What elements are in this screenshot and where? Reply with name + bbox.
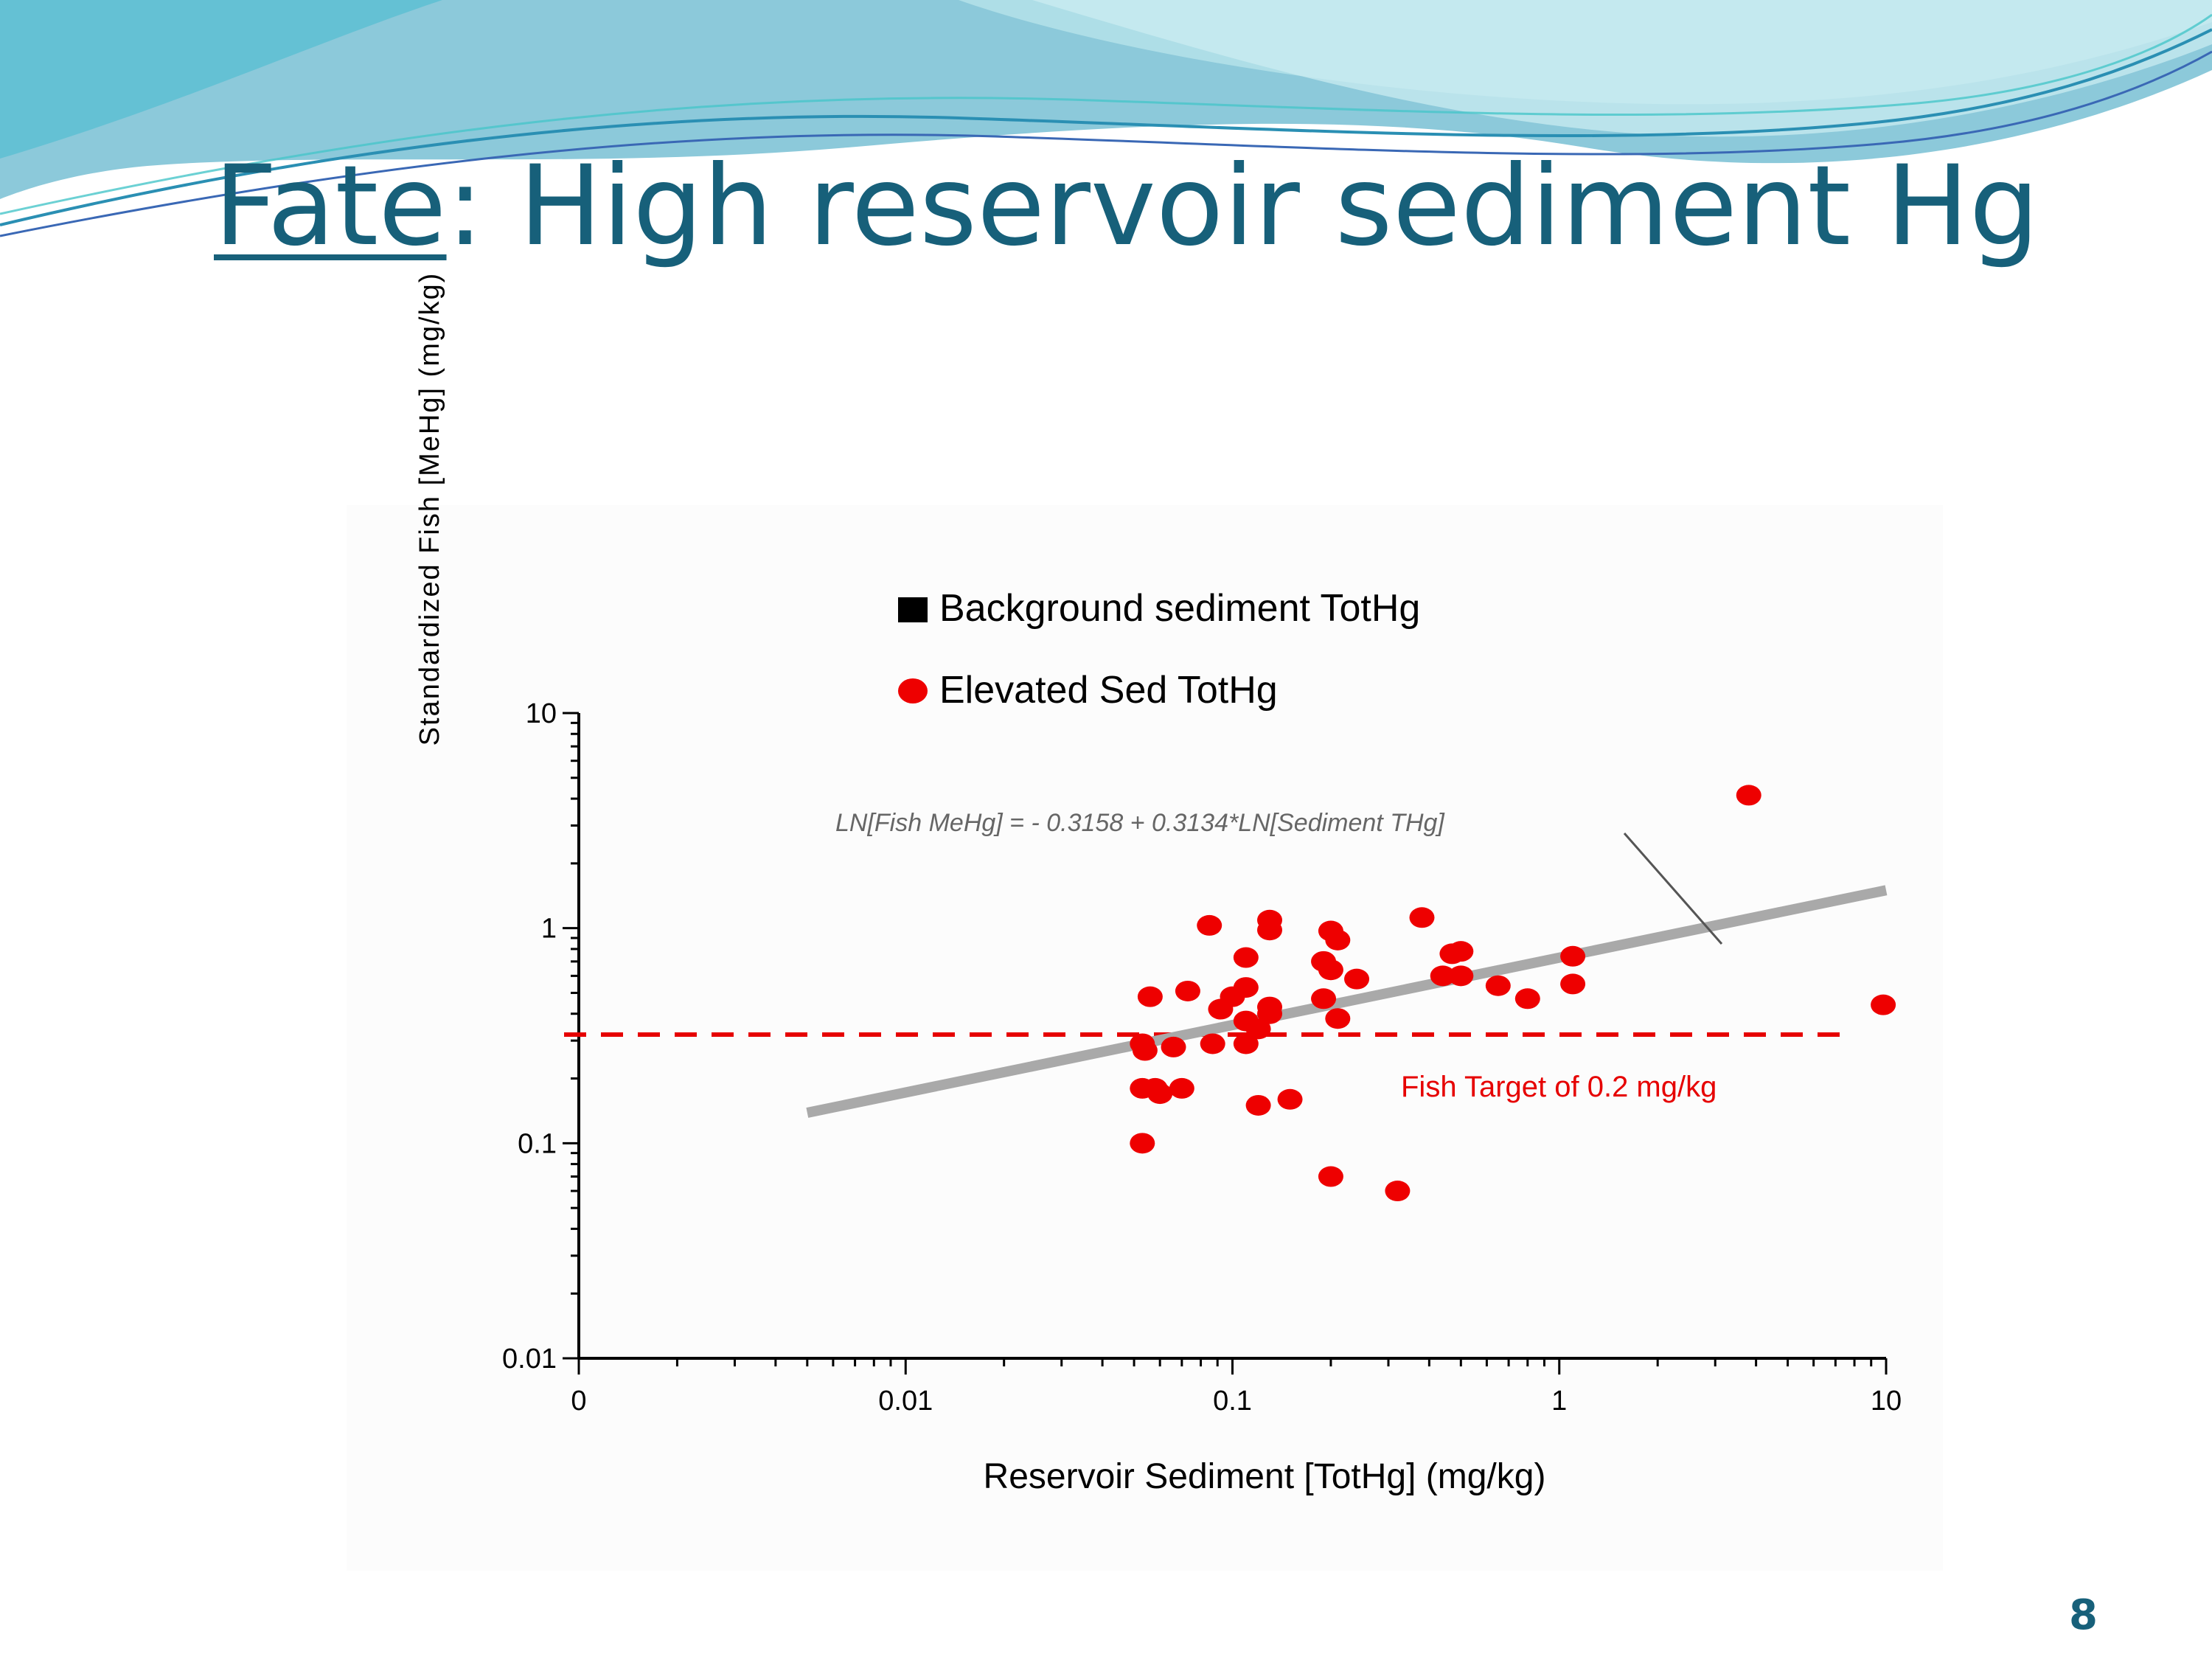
slide-title-rest: : High reservoir sediment Hg [446, 142, 2039, 271]
data-point [1197, 914, 1222, 936]
y-tick-label: 0.1 [518, 1128, 557, 1159]
regression-leader-line [1623, 833, 1723, 945]
data-point [1175, 980, 1200, 1001]
data-point [1318, 959, 1343, 981]
data-point [1147, 1083, 1173, 1105]
data-point [1325, 929, 1351, 951]
y-tick-label: 0.01 [502, 1344, 557, 1375]
legend-marker-elevated [898, 678, 928, 703]
data-point [1560, 945, 1586, 967]
data-point [1257, 920, 1283, 941]
data-point [1448, 941, 1474, 962]
data-point [1233, 1033, 1259, 1054]
legend-marker-background [898, 597, 928, 622]
data-point [1208, 998, 1234, 1020]
slide-title: Fate: High reservoir sediment Hg [214, 151, 2039, 262]
y-tick-label: 10 [526, 698, 557, 729]
legend-label-background: Background sediment TotHg [939, 587, 1420, 630]
x-tick-label: 1 [1551, 1386, 1567, 1417]
data-point [1200, 1033, 1225, 1054]
x-tick-label: 0.01 [878, 1386, 933, 1417]
x-tick-label: 0.1 [1213, 1386, 1252, 1417]
data-point [1409, 907, 1435, 928]
legend-label-elevated: Elevated Sed TotHg [939, 669, 1278, 712]
data-point [1514, 988, 1540, 1010]
data-point [1448, 965, 1474, 987]
x-tick-label: 10 [1871, 1386, 1902, 1417]
data-point [1130, 1133, 1155, 1154]
regression-line [806, 885, 1888, 1118]
text-layer: 0 0.01 0.1 1 10 0.01 0.1 1 10 Reservoir Sediment … [414, 272, 1902, 1496]
data-point [1233, 947, 1259, 968]
data-point [1245, 1094, 1271, 1116]
data-point [1325, 1008, 1351, 1029]
regression-equation-label: LN[Fish MeHg] = - 0.3158 + 0.3134*LN[Sed… [835, 809, 1445, 837]
data-point [1245, 1018, 1271, 1040]
data-point [1169, 1077, 1194, 1099]
data-point [1318, 1166, 1343, 1187]
data-point [1344, 968, 1370, 990]
x-axis-label: Reservoir Sediment [TotHg] (mg/kg) [984, 1457, 1546, 1496]
data-point [1137, 986, 1163, 1007]
data-point [1485, 975, 1511, 996]
data-point [1560, 973, 1586, 995]
data-point [1132, 1040, 1158, 1061]
data-point [1385, 1181, 1411, 1202]
page-number: 8 [2069, 1591, 2098, 1639]
lines-layer [564, 833, 1888, 1118]
data-point [1311, 988, 1337, 1010]
x-tick-label: 0 [571, 1386, 586, 1417]
data-point [1257, 1003, 1283, 1024]
slide-title-underlined: Fate [214, 142, 447, 271]
data-point [1736, 785, 1761, 806]
data-point [1871, 994, 1896, 1015]
data-point [1430, 965, 1455, 987]
y-tick-label: 1 [541, 914, 557, 945]
target-line-label: Fish Target of 0.2 mg/kg [1401, 1071, 1717, 1103]
data-point [1277, 1088, 1303, 1110]
data-point [1161, 1036, 1186, 1057]
y-axis-label: Standardized Fish [MeHg] (mg/kg) [414, 272, 445, 746]
points-layer [1130, 785, 1896, 1202]
header-wave-decoration [0, 0, 2212, 237]
